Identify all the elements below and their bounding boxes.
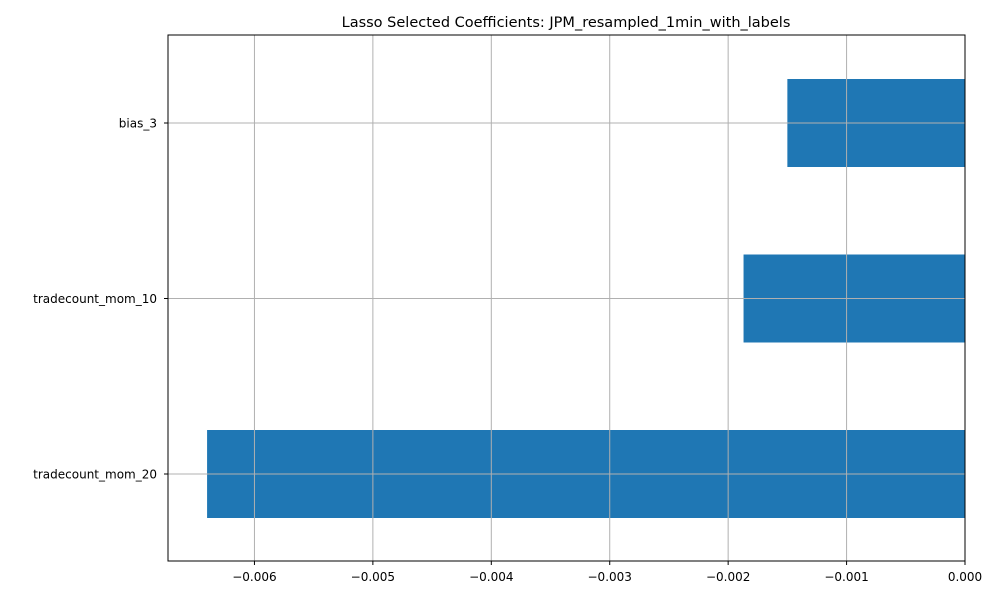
tick-layer: −0.006 −0.005 −0.004 −0.003 −0.002 −0.001 0.00… xyxy=(33,117,982,585)
x-tick-label: 0.000 xyxy=(948,570,982,584)
x-tick-label: −0.005 xyxy=(351,570,395,584)
x-tick-label: −0.003 xyxy=(588,570,632,584)
y-tick-label: bias_3 xyxy=(119,117,157,131)
y-tick-label: tradecount_mom_20 xyxy=(33,468,157,482)
chart-title: Lasso Selected Coefficients: JPM_resampl… xyxy=(342,15,791,31)
x-tick-label: −0.002 xyxy=(706,570,750,584)
y-tick-label: tradecount_mom_10 xyxy=(33,292,157,306)
grid-layer xyxy=(168,35,966,561)
x-tick-label: −0.001 xyxy=(824,570,868,584)
x-tick-label: −0.004 xyxy=(469,570,513,584)
plot-frame xyxy=(167,34,966,562)
x-tick-label: −0.006 xyxy=(232,570,276,584)
